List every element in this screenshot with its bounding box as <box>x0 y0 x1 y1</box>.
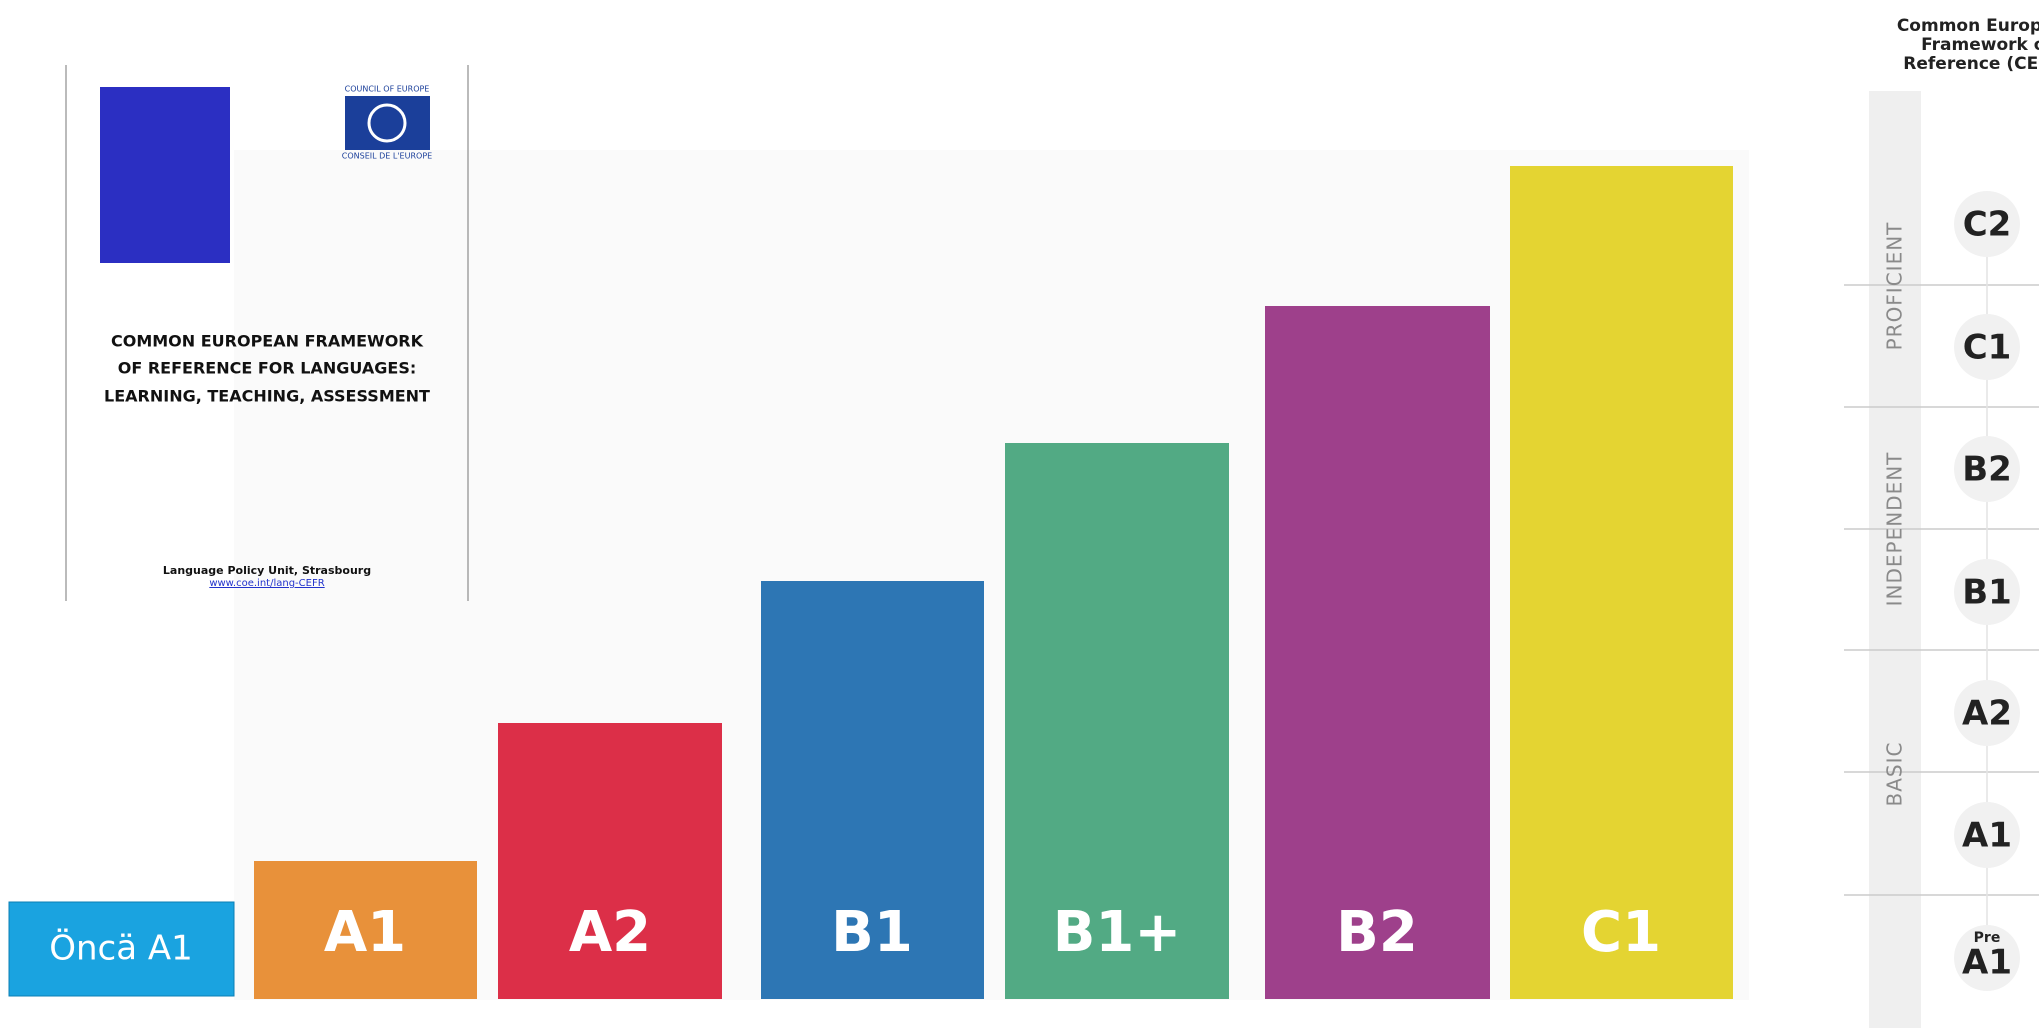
panel-title: Framework of <box>1921 35 2039 55</box>
level-circle <box>1954 802 2020 868</box>
level: A2 <box>1962 694 2012 734</box>
bar-label: B1+ <box>1053 900 1182 965</box>
bar-label: B2 <box>1336 900 1418 965</box>
level-circle <box>1954 191 2020 257</box>
bar <box>1510 166 1733 999</box>
council-name: CONSEIL DE L'EUROPE <box>342 152 432 161</box>
panel-title: Common European <box>1897 16 2039 36</box>
level: A1 <box>1962 816 2012 856</box>
button-label[interactable]: Öncä A1 <box>49 928 193 969</box>
document-cover: COUNCIL OF EUROPE CONSEIL DE L'EUROPE CO… <box>65 65 469 601</box>
group-label: BASIC <box>1883 742 1907 807</box>
bar <box>761 581 984 999</box>
cefr-panel: Common European Framework of Reference (… <box>1844 16 2039 1028</box>
level: B1 <box>1962 573 2012 613</box>
level: B2 <box>1962 450 2012 490</box>
button-background[interactable] <box>8 901 235 997</box>
council-logo-ring <box>367 103 407 143</box>
level-circle <box>1954 436 2020 502</box>
document-title: OF REFERENCE FOR LANGUAGES: <box>118 359 416 378</box>
group-label: PROFICIENT <box>1883 222 1907 351</box>
document-title: LEARNING, TEACHING, ASSESSMENT <box>104 387 430 406</box>
group-column <box>1869 91 1921 1028</box>
publisher: Language Policy Unit, Strasbourg <box>163 564 371 577</box>
panel-title: Reference (CEFR) <box>1903 54 2039 74</box>
bar-label: C1 <box>1581 900 1661 965</box>
url: www.coe.int/lang-CEFR <box>209 578 324 589</box>
level: C1 <box>1963 328 2012 368</box>
document-title: COMMON EUROPEAN FRAMEWORK <box>111 332 424 351</box>
level-prefix: Pre <box>1974 930 2001 946</box>
bar-label: A1 <box>324 900 406 965</box>
group-label: INDEPENDENT <box>1883 452 1907 607</box>
chart-background <box>234 150 1749 1000</box>
bar <box>1005 443 1229 999</box>
bar <box>498 723 722 999</box>
bar-label: A2 <box>569 900 651 965</box>
level-bars: A1 A2 B1 B1+ B2 C1 <box>254 166 1733 999</box>
level-circle <box>1954 559 2020 625</box>
book-image <box>100 87 230 263</box>
level-circle <box>1954 925 2020 991</box>
level-circles <box>1954 191 2020 991</box>
level: C2 <box>1963 205 2012 245</box>
level-circle <box>1954 680 2020 746</box>
bar <box>254 861 477 999</box>
council-name: COUNCIL OF EUROPE <box>345 85 430 94</box>
level-button[interactable]: Öncä A1 <box>8 901 235 997</box>
bar <box>1265 306 1490 999</box>
level-circle <box>1954 314 2020 380</box>
bar-label: B1 <box>831 900 913 965</box>
level: A1 <box>1962 943 2012 983</box>
